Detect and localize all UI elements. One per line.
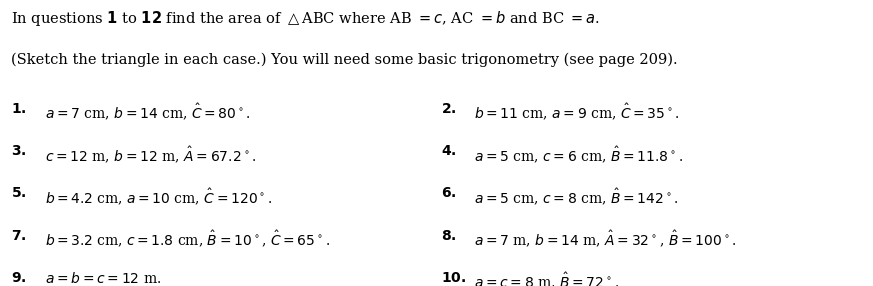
Text: $\bf{7.}$: $\bf{7.}$ bbox=[11, 229, 27, 243]
Text: $b=4.2$ cm, $a=10$ cm, $\hat{C}=120^\circ$.: $b=4.2$ cm, $a=10$ cm, $\hat{C}=120^\cir… bbox=[45, 186, 272, 207]
Text: $a=5$ cm, $c=6$ cm, $\hat{B}=11.8^\circ$.: $a=5$ cm, $c=6$ cm, $\hat{B}=11.8^\circ$… bbox=[474, 144, 683, 164]
Text: $\bf{10.}$: $\bf{10.}$ bbox=[441, 271, 466, 285]
Text: $a=c=8$ m, $\hat{B}=72^\circ$.: $a=c=8$ m, $\hat{B}=72^\circ$. bbox=[474, 271, 619, 286]
Text: $\bf{9.}$: $\bf{9.}$ bbox=[11, 271, 27, 285]
Text: $a=7$ cm, $b=14$ cm, $\hat{C}=80^\circ$.: $a=7$ cm, $b=14$ cm, $\hat{C}=80^\circ$. bbox=[45, 102, 251, 122]
Text: $a=5$ cm, $c=8$ cm, $\hat{B}=142^\circ$.: $a=5$ cm, $c=8$ cm, $\hat{B}=142^\circ$. bbox=[474, 186, 678, 207]
Text: (Sketch the triangle in each case.) You will need some basic trigonometry (see p: (Sketch the triangle in each case.) You … bbox=[11, 53, 678, 67]
Text: $b=3.2$ cm, $c=1.8$ cm, $\hat{B}=10^\circ$, $\hat{C}=65^\circ$.: $b=3.2$ cm, $c=1.8$ cm, $\hat{B}=10^\cir… bbox=[45, 229, 330, 249]
Text: $\bf{6.}$: $\bf{6.}$ bbox=[441, 186, 457, 200]
Text: In questions $\bf{1}$ to $\bf{12}$ find the area of $\triangle$ABC where AB $= c: In questions $\bf{1}$ to $\bf{12}$ find … bbox=[11, 9, 601, 27]
Text: $\bf{4.}$: $\bf{4.}$ bbox=[441, 144, 457, 158]
Text: $c=12$ m, $b=12$ m, $\hat{A}=67.2^\circ$.: $c=12$ m, $b=12$ m, $\hat{A}=67.2^\circ$… bbox=[45, 144, 256, 164]
Text: $\bf{8.}$: $\bf{8.}$ bbox=[441, 229, 457, 243]
Text: $\bf{3.}$: $\bf{3.}$ bbox=[11, 144, 27, 158]
Text: $\bf{5.}$: $\bf{5.}$ bbox=[11, 186, 27, 200]
Text: $a=7$ m, $b=14$ m, $\hat{A}=32^\circ$, $\hat{B}=100^\circ$.: $a=7$ m, $b=14$ m, $\hat{A}=32^\circ$, $… bbox=[474, 229, 737, 249]
Text: $\bf{2.}$: $\bf{2.}$ bbox=[441, 102, 457, 116]
Text: $b=11$ cm, $a=9$ cm, $\hat{C}=35^\circ$.: $b=11$ cm, $a=9$ cm, $\hat{C}=35^\circ$. bbox=[474, 102, 680, 122]
Text: $a=b=c=12$ m.: $a=b=c=12$ m. bbox=[45, 271, 161, 286]
Text: $\bf{1.}$: $\bf{1.}$ bbox=[11, 102, 27, 116]
